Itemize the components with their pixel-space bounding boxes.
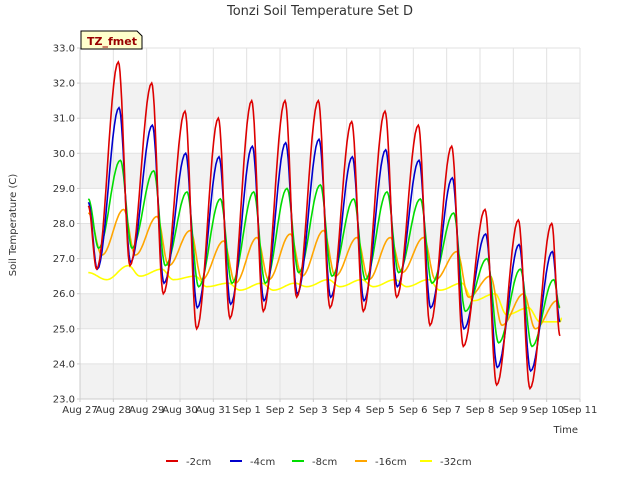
y-tick-label: 28.0 [53,219,75,230]
y-tick-label: 27.0 [53,254,75,265]
legend: -2cm -4cm -8cm -16cm -32cm [166,457,472,468]
x-tick-label: Sep 5 [366,405,394,416]
y-tick-label: 24.0 [53,359,75,370]
tag-label: TZ_fmet [80,30,143,50]
x-tick-label: Sep 2 [266,405,294,416]
series-layer [87,60,563,391]
series-line-neg16cm [87,208,561,330]
x-tick-label: Sep 10 [529,405,564,416]
tag-box [80,30,143,50]
tag-text: TZ_fmet [87,35,137,48]
legend-item: -2cm [166,457,211,468]
y-tick-label: 29.0 [53,184,75,195]
x-tick-label: Sep 1 [232,405,260,416]
x-tick-label: Sep 7 [432,405,460,416]
legend-item: -16cm [355,457,407,468]
chart-title: Tonzi Soil Temperature Set D [226,4,413,19]
plot-band [80,83,580,119]
legend-label: -32cm [440,457,472,468]
y-tick-label: 26.0 [53,289,75,300]
x-tick-label: Aug 31 [196,405,231,416]
legend-label: -4cm [250,457,275,468]
legend-item: -4cm [230,457,275,468]
y-tick-labels: 23.0 24.0 25.0 26.0 27.0 28.0 29.0 30.0 31.0 32.0… [53,44,80,406]
series-line-neg2cm [87,60,561,391]
y-axis-title: Soil Temperature (C) [8,174,19,277]
plot-band [80,363,580,399]
x-tick-label: Sep 8 [466,405,494,416]
legend-label: -2cm [186,457,211,468]
x-tick-label: Sep 3 [299,405,327,416]
y-tick-label: 31.0 [53,114,75,125]
x-tick-label: Aug 28 [96,405,131,416]
x-axis-title: Time [553,425,578,436]
y-tick-label: 25.0 [53,324,75,335]
legend-item: -8cm [292,457,337,468]
x-tick-label: Aug 29 [129,405,164,416]
x-tick-label: Sep 9 [499,405,527,416]
x-tick-label: Sep 11 [563,405,598,416]
y-tick-label: 33.0 [53,44,75,55]
x-tick-label: Sep 6 [399,405,427,416]
y-tick-label: 23.0 [53,395,75,406]
x-tick-label: Aug 27 [62,405,97,416]
series-line-neg32cm [88,264,563,323]
legend-label: -8cm [312,457,337,468]
legend-label: -16cm [375,457,407,468]
x-tick-label: Sep 4 [332,405,360,416]
y-tick-label: 30.0 [53,149,75,160]
y-tick-label: 32.0 [53,79,75,90]
legend-item: -32cm [420,457,472,468]
plot-band [80,153,580,189]
x-tick-label: Aug 30 [162,405,197,416]
